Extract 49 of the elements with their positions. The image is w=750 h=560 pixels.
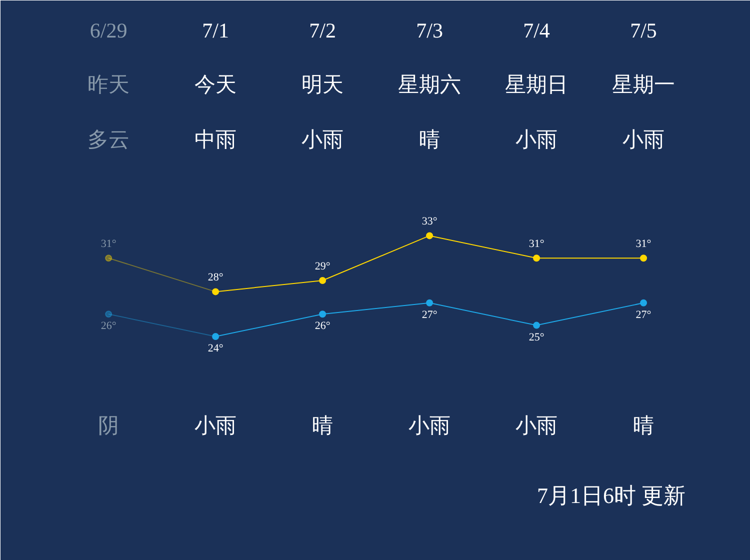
data-label: 25°	[528, 331, 544, 344]
annotation: 小雨	[516, 414, 558, 438]
point	[319, 310, 326, 318]
annotation: 中雨	[194, 128, 237, 152]
data-label: 31°	[528, 238, 544, 250]
annotation: 小雨	[194, 414, 237, 438]
point	[319, 277, 326, 284]
x-tick-label: 7/1	[202, 18, 229, 42]
data-label: 27°	[636, 308, 652, 321]
point	[212, 333, 220, 340]
x-tick-label: 7/2	[309, 18, 336, 42]
point	[105, 310, 112, 318]
annotation: 星期六	[398, 72, 462, 96]
point	[533, 254, 540, 262]
annotation: 小雨	[408, 414, 451, 438]
annotation: 小雨	[622, 128, 665, 152]
annotation: 晴	[419, 128, 440, 152]
annotation: 晴	[633, 414, 654, 438]
point	[212, 288, 220, 296]
x-tick-label: 7/4	[523, 18, 550, 42]
annotation: 小雨	[516, 128, 558, 152]
data-label: 26°	[314, 320, 330, 332]
x-tick-label: 6/29	[90, 18, 128, 42]
annotation: 星期日	[505, 72, 568, 96]
point	[640, 299, 648, 306]
point	[426, 232, 434, 240]
data-label: 33°	[422, 216, 438, 228]
point	[426, 299, 434, 306]
annotation: 昨天	[88, 72, 130, 96]
data-label: 28°	[208, 272, 224, 284]
annotation: 明天	[302, 72, 344, 96]
point	[533, 322, 540, 329]
data-label: 24°	[208, 342, 224, 354]
data-label: 27°	[422, 308, 438, 321]
annotation: 晴	[312, 414, 334, 438]
annotation: 7月1日6时 更新	[537, 483, 686, 508]
annotation: 多云	[88, 128, 130, 152]
annotation: 星期一	[612, 72, 676, 96]
annotation: 小雨	[302, 128, 344, 152]
data-label: 31°	[100, 238, 116, 250]
point	[105, 254, 112, 262]
data-label: 26°	[100, 320, 116, 332]
x-tick-label: 7/5	[630, 18, 657, 42]
data-label: 29°	[314, 260, 330, 272]
x-tick-label: 7/3	[416, 18, 443, 42]
data-label: 31°	[636, 238, 652, 250]
annotation: 阴	[98, 414, 120, 438]
point	[640, 254, 648, 262]
annotation: 今天	[194, 72, 237, 96]
